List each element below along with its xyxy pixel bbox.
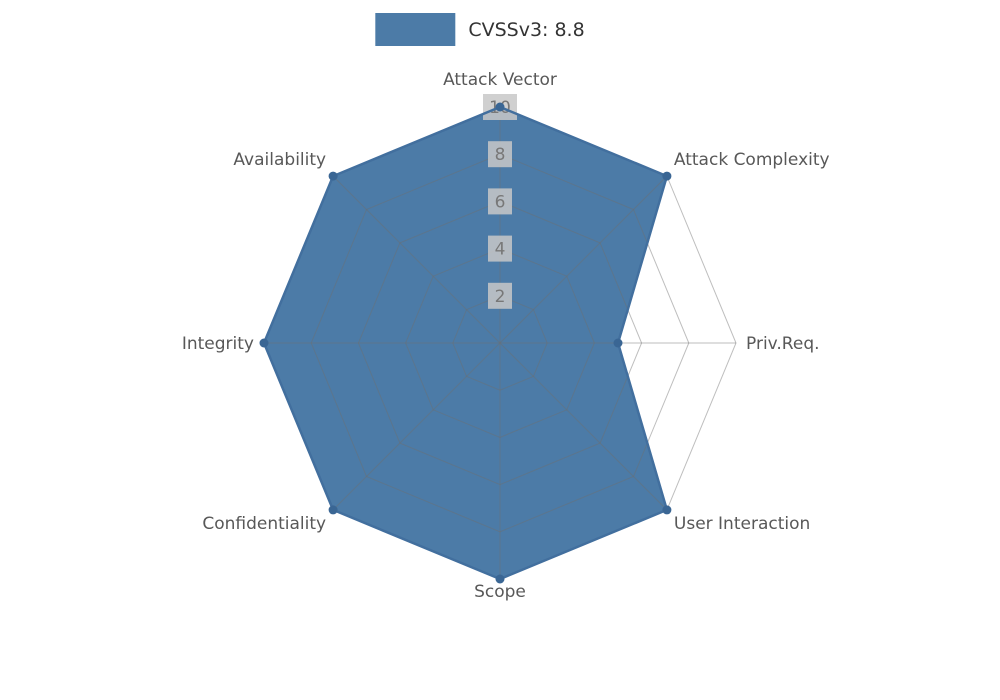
radar-vertex-dot: [662, 171, 672, 181]
grid-spoke: [332, 342, 501, 511]
tick-label-bg: [488, 188, 512, 215]
axis-label: Priv.Req.: [746, 334, 820, 354]
axis-label: Availability: [233, 150, 326, 170]
axis-label: Attack Complexity: [674, 150, 830, 170]
legend-label: CVSSv3: 8.8: [468, 18, 585, 41]
grid-spoke: [499, 342, 668, 511]
radar-vertex-dot: [495, 102, 505, 112]
radar-vertex-dot: [328, 505, 338, 515]
tick-label-bg: [488, 141, 512, 168]
radar-vertex-dot: [259, 338, 269, 348]
tick-label-bg: [488, 282, 512, 309]
axis-label: Integrity: [182, 334, 254, 354]
grid-ring: [357, 200, 643, 486]
axis-label: Scope: [474, 582, 526, 602]
grid-ring: [310, 153, 690, 533]
grid-spoke: [332, 175, 501, 344]
axis-label: User Interaction: [674, 514, 810, 534]
grid-spoke: [499, 175, 668, 344]
radar-vertex-dot: [495, 574, 505, 584]
grid-ring: [452, 295, 548, 391]
legend-swatch: [375, 13, 456, 46]
grid-ring: [405, 248, 595, 438]
radar-series-fill: [264, 107, 667, 579]
axis-label: Attack Vector: [443, 70, 557, 90]
radar-vertex-dot: [328, 171, 338, 181]
chart-legend: CVSSv3: 8.8: [375, 13, 585, 46]
tick-label: 6: [495, 192, 506, 212]
radar-vertex-dot: [613, 338, 623, 348]
tick-label: 8: [495, 145, 506, 165]
axis-label: Confidentiality: [202, 514, 326, 534]
tick-label-bg: [488, 235, 512, 262]
tick-label: 2: [495, 287, 506, 307]
tick-label: 4: [495, 240, 506, 260]
radar-vertex-dot: [662, 505, 672, 515]
